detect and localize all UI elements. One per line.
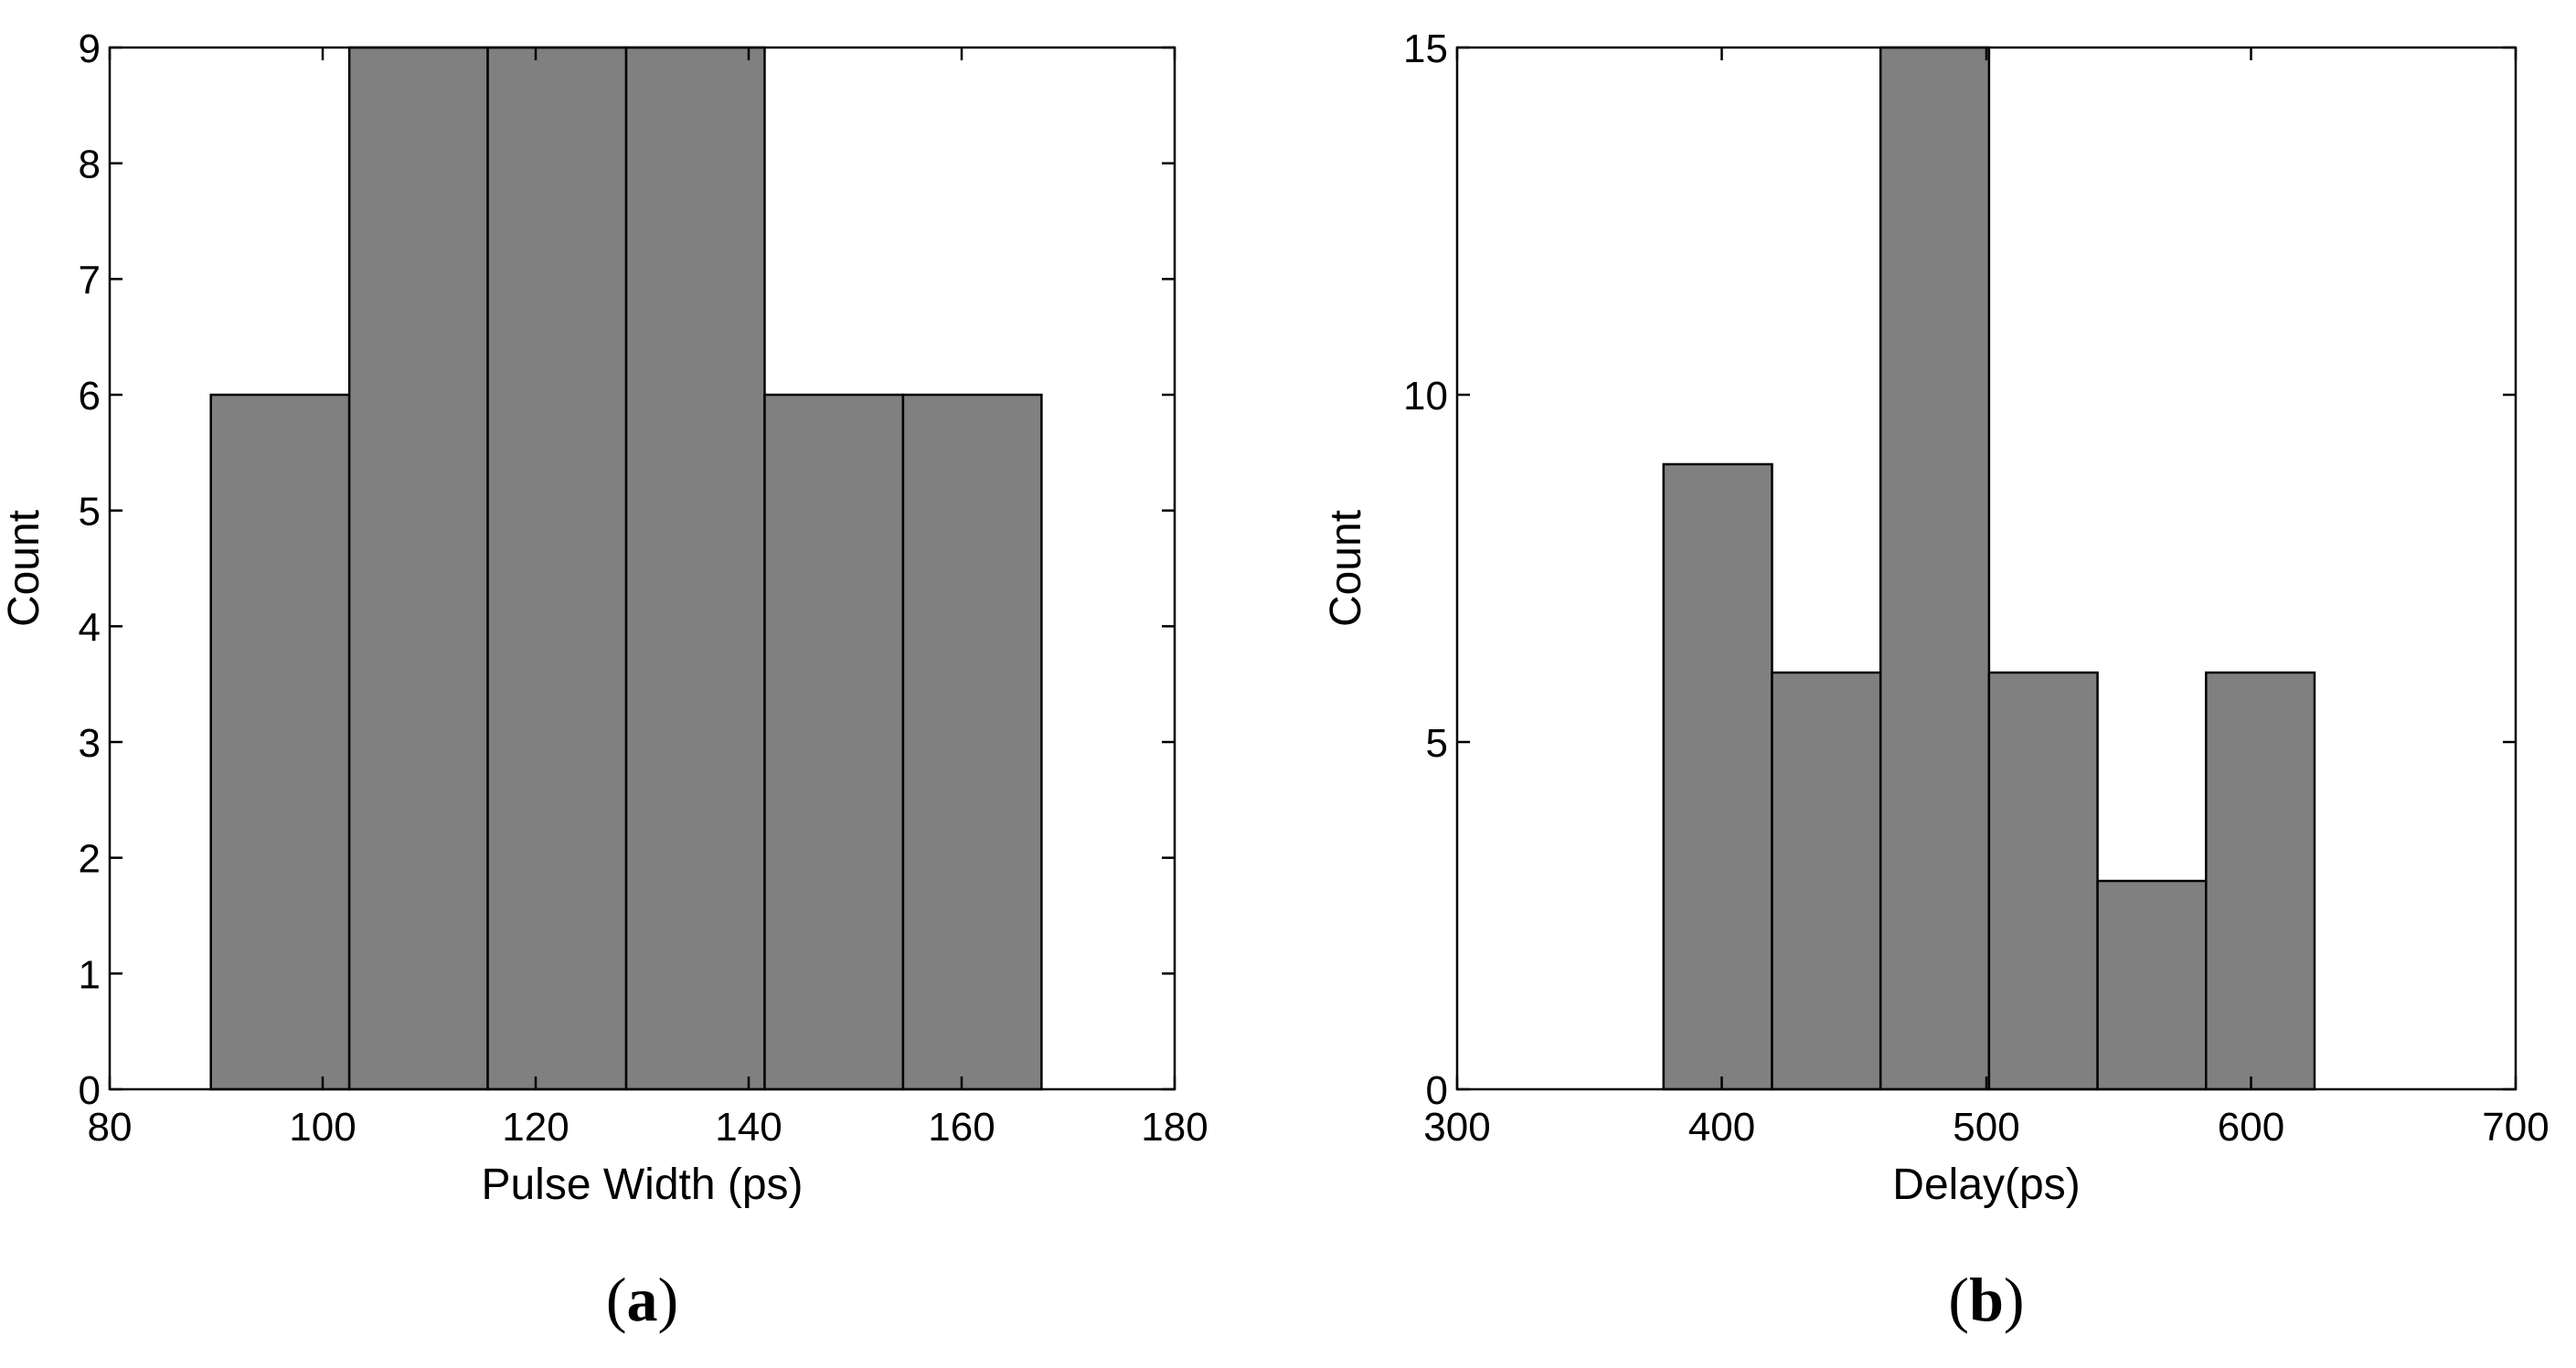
y-tick-label: 3 (79, 721, 101, 766)
x-tick-label: 500 (1953, 1105, 2019, 1150)
x-tick-label: 180 (1141, 1105, 1208, 1150)
histogram-bar (2096, 879, 2208, 1091)
y-tick-label: 1 (79, 952, 101, 997)
histogram-bar (209, 393, 351, 1091)
panel-label: (a) (606, 1265, 678, 1334)
histogram-bar (347, 46, 489, 1091)
y-tick-label: 0 (79, 1068, 101, 1113)
x-tick-label: 300 (1423, 1105, 1490, 1150)
tick-marks (108, 46, 1176, 1091)
histogram-panel-a: 80 100 120 140 160 180 0 1 2 3 4 5 6 7 8 9 Pulse Width… (0, 27, 1208, 1334)
y-tick-labels: 0 1 2 3 4 5 6 7 8 9 (79, 27, 101, 1113)
tick-marks (1455, 46, 2517, 1091)
panel-letter: a (627, 1265, 658, 1334)
y-tick-label: 7 (79, 258, 101, 302)
x-axis-label: Pulse Width (ps) (481, 1161, 803, 1209)
y-tick-label: 15 (1403, 27, 1448, 71)
bars-group (209, 46, 1043, 1091)
x-tick-labels: 300 400 500 600 700 (1423, 1105, 2549, 1150)
x-tick-label: 100 (289, 1105, 356, 1150)
plot-frame (108, 46, 1176, 1091)
bars-group (1662, 46, 2316, 1091)
y-tick-label: 0 (1426, 1068, 1448, 1113)
y-tick-label: 5 (79, 490, 101, 535)
y-tick-label: 2 (79, 837, 101, 882)
x-tick-label: 120 (502, 1105, 569, 1150)
y-tick-label: 4 (79, 605, 101, 650)
y-tick-label: 9 (79, 27, 101, 71)
histogram-bar (763, 393, 905, 1091)
x-tick-label: 700 (2482, 1105, 2549, 1150)
histogram-bar (624, 46, 766, 1091)
histogram-bar (1987, 671, 2099, 1091)
x-tick-label: 400 (1688, 1105, 1755, 1150)
x-tick-label: 140 (715, 1105, 782, 1150)
y-tick-label: 6 (79, 374, 101, 419)
histogram-bar (486, 46, 628, 1091)
histogram-bar (2205, 671, 2316, 1091)
histogram-bar (1879, 46, 1991, 1091)
histogram-panel-b: 300 400 500 600 700 0 5 10 15 Delay(ps) Count (… (1322, 27, 2549, 1334)
x-tick-label: 80 (88, 1105, 133, 1150)
y-tick-label: 5 (1426, 721, 1448, 766)
x-tick-label: 600 (2218, 1105, 2284, 1150)
panel-label: (b) (1948, 1265, 2024, 1334)
y-tick-label: 10 (1403, 374, 1448, 419)
x-tick-labels: 80 100 120 140 160 180 (88, 1105, 1208, 1150)
panel-letter: b (1969, 1265, 2004, 1334)
y-axis-label: Count (1322, 510, 1370, 627)
y-tick-label: 8 (79, 143, 101, 187)
histogram-bar (1662, 462, 1773, 1091)
y-axis-label: Count (0, 510, 48, 627)
x-tick-label: 160 (928, 1105, 995, 1150)
y-tick-labels: 0 5 10 15 (1403, 27, 1448, 1113)
histogram-bar (901, 393, 1043, 1091)
x-axis-label: Delay(ps) (1892, 1161, 2080, 1209)
histogram-bar (1771, 671, 1882, 1091)
